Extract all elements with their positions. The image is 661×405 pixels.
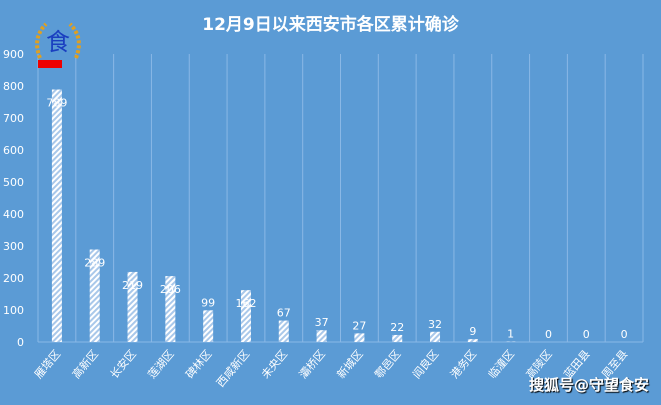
bar bbox=[89, 249, 100, 342]
y-tick-label: 400 bbox=[3, 208, 24, 221]
svg-text:食: 食 bbox=[46, 28, 70, 56]
chart-title: 12月9日以来西安市各区累计确诊 bbox=[202, 15, 459, 35]
x-tick-label: 西咸新区 bbox=[213, 347, 252, 390]
data-label: 789 bbox=[46, 97, 67, 110]
data-label: 27 bbox=[352, 319, 366, 332]
x-tick-label: 港务区 bbox=[448, 348, 479, 382]
y-tick-label: 900 bbox=[3, 48, 24, 61]
data-label: 0 bbox=[621, 328, 628, 341]
x-tick-label: 鄠邑区 bbox=[372, 348, 403, 382]
x-tick-label: 阎良区 bbox=[409, 347, 441, 381]
x-tick-label: 莲湖区 bbox=[145, 348, 176, 382]
data-label: 0 bbox=[545, 328, 552, 341]
y-tick-label: 700 bbox=[3, 112, 24, 125]
data-label: 22 bbox=[390, 321, 404, 334]
y-tick-label: 500 bbox=[3, 176, 24, 189]
bar bbox=[127, 271, 138, 342]
data-label: 289 bbox=[84, 257, 105, 270]
y-tick-label: 600 bbox=[3, 144, 24, 157]
bar bbox=[240, 290, 251, 342]
x-tick-label: 灞桥区 bbox=[297, 348, 328, 382]
y-tick-label: 0 bbox=[17, 336, 24, 349]
y-tick-label: 100 bbox=[3, 304, 24, 317]
x-tick-label: 碑林区 bbox=[183, 347, 215, 381]
data-label: 162 bbox=[235, 297, 256, 310]
data-label: 206 bbox=[160, 283, 181, 296]
y-tick-label: 300 bbox=[3, 240, 24, 253]
x-tick-label: 长安区 bbox=[107, 347, 139, 381]
data-label: 219 bbox=[122, 279, 143, 292]
logo: 食 bbox=[28, 18, 88, 73]
x-tick-label: 新城区 bbox=[334, 347, 366, 381]
x-tick-label: 高新区 bbox=[69, 347, 101, 381]
data-label: 67 bbox=[277, 307, 291, 320]
bar bbox=[392, 334, 403, 342]
bar bbox=[316, 330, 327, 342]
bar bbox=[354, 333, 365, 342]
watermark: 搜狐号@守望食安 bbox=[528, 376, 649, 394]
data-label: 37 bbox=[315, 316, 329, 329]
x-tick-label: 雁塔区 bbox=[32, 348, 63, 382]
bar bbox=[467, 339, 478, 342]
data-label: 32 bbox=[428, 318, 442, 331]
bar bbox=[278, 320, 289, 342]
x-tick-label: 临潼区 bbox=[485, 347, 517, 381]
bar bbox=[165, 276, 176, 342]
y-tick-label: 800 bbox=[3, 80, 24, 93]
x-tick-label: 未央区 bbox=[259, 348, 290, 382]
y-tick-label: 200 bbox=[3, 272, 24, 285]
data-label: 9 bbox=[469, 325, 476, 338]
bar bbox=[51, 89, 62, 343]
data-label: 99 bbox=[201, 296, 215, 309]
bar bbox=[430, 331, 441, 342]
data-label: 1 bbox=[507, 328, 514, 341]
data-label: 0 bbox=[583, 328, 590, 341]
bar bbox=[203, 310, 214, 342]
